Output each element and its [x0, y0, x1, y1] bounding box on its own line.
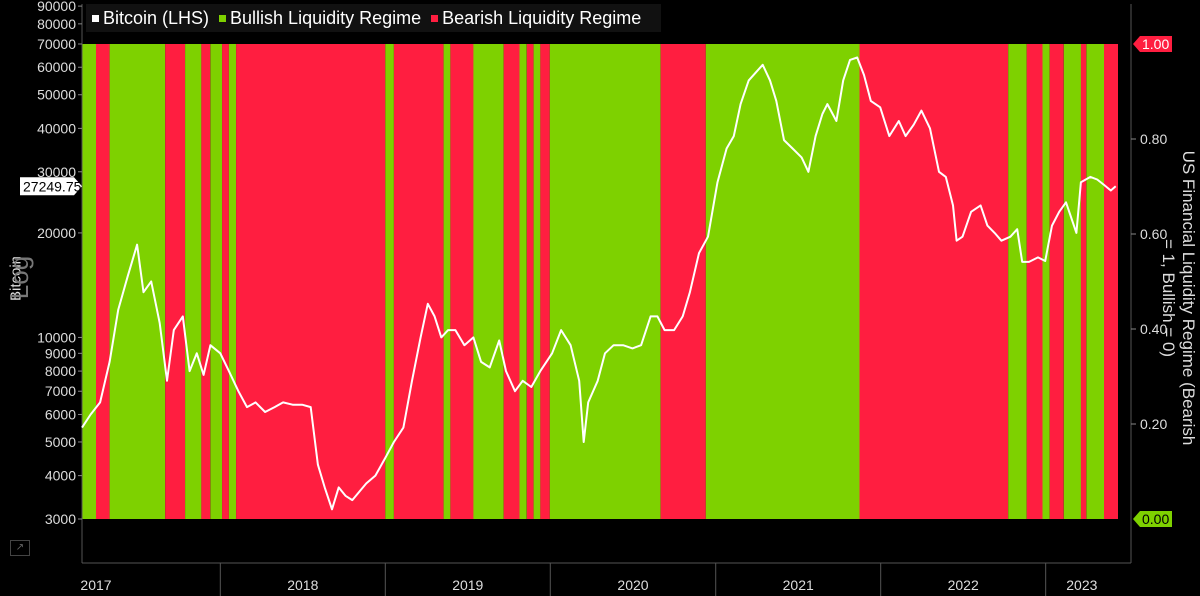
regime-band-bearish — [165, 44, 186, 519]
x-tick-label: 2022 — [948, 577, 979, 593]
right-axis-title: US Financial Liquidity Regime (Bearish =… — [1159, 150, 1198, 446]
legend-item-bearish: Bearish Liquidity Regime — [431, 8, 641, 29]
left-tick-label: 3000 — [45, 511, 76, 527]
legend-label-bullish: Bullish Liquidity Regime — [230, 7, 422, 28]
legend-swatch-bearish — [431, 14, 439, 22]
x-tick-label: 2019 — [452, 577, 483, 593]
regime-band-bullish — [705, 44, 860, 519]
left-tick-label: 30000 — [37, 164, 76, 180]
last-value-badge-bg — [20, 177, 82, 196]
x-tick-label: 2020 — [617, 577, 648, 593]
series-layer — [81, 56, 1117, 511]
right-badge-bottom-bg — [1133, 511, 1172, 527]
legend-label-bearish: Bearish Liquidity Regime — [442, 7, 642, 28]
left-tick-label: 5000 — [45, 434, 76, 450]
regime-band-bearish — [540, 44, 550, 519]
regime-band-bearish — [1080, 44, 1087, 519]
legend-label-bitcoin: Bitcoin (LHS) — [103, 7, 210, 28]
regime-band-bearish — [236, 44, 386, 519]
regime-band-bullish — [1063, 44, 1081, 519]
regime-band-bullish — [82, 44, 96, 519]
left-tick-label: 40000 — [37, 120, 76, 136]
right-badge-top-bg — [1133, 36, 1172, 52]
regime-band-bearish — [201, 44, 211, 519]
right-tick-label: 0.20 — [1140, 416, 1167, 432]
label-layer: 90000 80000 70000 60000 50000 40000 30000 20000… — [20, 0, 1172, 593]
last-value-label: 27249.75 — [23, 178, 82, 194]
regime-band-bearish — [450, 44, 474, 519]
legend-swatch-bullish — [219, 14, 227, 22]
left-tick-label: 90000 — [37, 0, 76, 14]
bitcoin-series-line — [81, 56, 1117, 511]
left-tick-label: 6000 — [45, 406, 76, 422]
left-tick-label: 50000 — [37, 87, 76, 103]
x-tick-label: 2017 — [80, 577, 111, 593]
left-tick-label: 7000 — [45, 383, 76, 399]
axis-layer — [78, 4, 1136, 596]
left-tick-label: 20000 — [37, 225, 76, 241]
left-tick-label: 9000 — [45, 345, 76, 361]
regime-band-layer — [82, 44, 1118, 519]
regime-band-bullish — [443, 44, 451, 519]
legend-swatch-bitcoin — [92, 14, 99, 22]
x-tick-label: 2023 — [1066, 577, 1097, 593]
chart-type-icon[interactable]: ↗ — [10, 540, 30, 556]
left-tick-label: 10000 — [37, 329, 76, 345]
x-tick-label: 2021 — [783, 577, 814, 593]
regime-band-bullish — [533, 44, 541, 519]
left-tick-label: 8000 — [45, 363, 76, 379]
regime-band-bullish — [185, 44, 202, 519]
regime-band-bearish — [503, 44, 520, 519]
legend-item-bitcoin: Bitcoin (LHS) — [92, 8, 209, 29]
regime-band-bearish — [526, 44, 534, 519]
regime-band-bullish — [385, 44, 394, 519]
left-tick-label: 4000 — [45, 468, 76, 484]
regime-band-bearish — [1026, 44, 1043, 519]
regime-band-bullish — [1042, 44, 1050, 519]
right-tick-label: 0.60 — [1140, 226, 1167, 242]
regime-band-bearish — [393, 44, 444, 519]
regime-band-bullish — [549, 44, 661, 519]
regime-band-bearish — [222, 44, 229, 519]
regime-band-bullish — [228, 44, 237, 519]
left-tick-label: 80000 — [37, 16, 76, 32]
regime-band-bearish — [1049, 44, 1064, 519]
left-tick-label: 60000 — [37, 59, 76, 75]
regime-band-bullish — [519, 44, 527, 519]
regime-band-bullish — [473, 44, 504, 519]
right-tick-label: 0.40 — [1140, 321, 1167, 337]
regime-band-bearish — [1104, 44, 1118, 519]
regime-band-bullish — [109, 44, 166, 519]
left-tick-label: 70000 — [37, 36, 76, 52]
log-scale-label: Log — [4, 255, 35, 300]
chart-legend: Bitcoin (LHS) Bullish Liquidity Regime B… — [86, 4, 662, 32]
right-badge-bottom: 0.00 — [1142, 511, 1169, 527]
regime-band-bullish — [1008, 44, 1027, 519]
regime-band-bearish — [96, 44, 110, 519]
x-tick-label: 2018 — [287, 577, 318, 593]
regime-band-bullish — [210, 44, 223, 519]
right-tick-label: 0.80 — [1140, 131, 1167, 147]
legend-item-bullish: Bullish Liquidity Regime — [219, 8, 421, 29]
regime-band-bearish — [660, 44, 706, 519]
regime-band-bullish — [1086, 44, 1104, 519]
right-badge-top: 1.00 — [1142, 36, 1169, 52]
